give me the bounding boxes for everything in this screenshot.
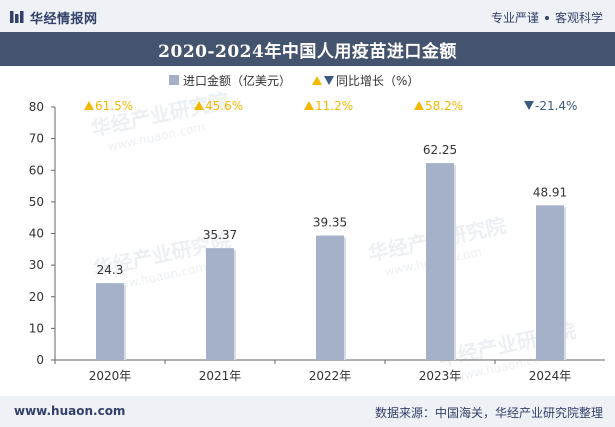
y-tick-label: 60 [29,163,44,177]
slogan-right: 客观科学 [554,11,603,25]
legend-bar-swatch [169,75,179,85]
y-tick-label: 40 [29,227,44,241]
bar [316,235,344,360]
slogan-dot-icon [544,15,549,20]
y-tick-label: 10 [29,321,44,335]
title-bar: 2020-2024年中国人用疫苗进口金额 [0,32,615,66]
brand: 华经情报网 [10,8,98,27]
site-url: www.huaon.com [14,404,126,418]
x-tick-label: 2022年 [309,369,352,383]
legend-growth-label: 同比增长（%） [336,74,419,88]
growth-label: 61.5% [95,99,133,113]
growth-down-triangle-icon [524,101,534,110]
legend-bar-label: 进口金额（亿美元） [183,73,291,88]
slogan-left: 专业严谨 [490,11,539,25]
growth-up-triangle-icon [194,101,204,110]
bar-value-label: 35.37 [203,228,237,242]
y-tick-label: 80 [29,100,44,114]
growth-label: 11.2% [315,99,353,113]
growth-label: 45.6% [205,99,243,113]
x-tick-label: 2024年 [529,369,572,383]
y-tick-label: 50 [29,195,44,209]
footer-bar: www.huaon.com 数据来源：中国海关，华经产业研究院整理 [0,396,615,427]
x-tick-label: 2023年 [419,369,462,383]
bar [426,163,454,360]
slogan: 专业严谨 客观科学 [491,9,603,26]
growth-up-triangle-icon [304,101,314,110]
bar-value-label: 24.3 [97,263,124,277]
bar-value-label: 62.25 [423,143,457,157]
y-tick-label: 0 [36,353,44,367]
data-source: 数据来源：中国海关，华经产业研究院整理 [374,406,603,420]
y-tick-label: 20 [29,290,44,304]
x-tick-label: 2021年 [199,369,242,383]
legend-up-triangle-icon [312,76,322,85]
bar-chart: 华经产业研究院www.huaon.com华经产业研究院www.huaon.com… [29,73,605,384]
bar-value-label: 48.91 [533,185,567,199]
bar-value-label: 39.35 [313,216,347,230]
bar [536,205,564,360]
bar [206,248,234,360]
y-tick-label: 70 [29,132,44,146]
growth-up-triangle-icon [84,101,94,110]
bar [96,283,124,360]
top-bar: 华经情报网 专业严谨 客观科学 [0,0,615,32]
chart-title: 2020-2024年中国人用疫苗进口金额 [158,41,457,62]
growth-up-triangle-icon [414,101,424,110]
brand-logo-icon [10,11,24,23]
growth-label: 58.2% [425,99,463,113]
y-tick-label: 30 [29,258,44,272]
legend-down-triangle-icon [324,76,334,85]
brand-name: 华经情报网 [30,11,98,27]
growth-label: -21.4% [535,99,577,113]
x-tick-label: 2020年 [89,369,132,383]
